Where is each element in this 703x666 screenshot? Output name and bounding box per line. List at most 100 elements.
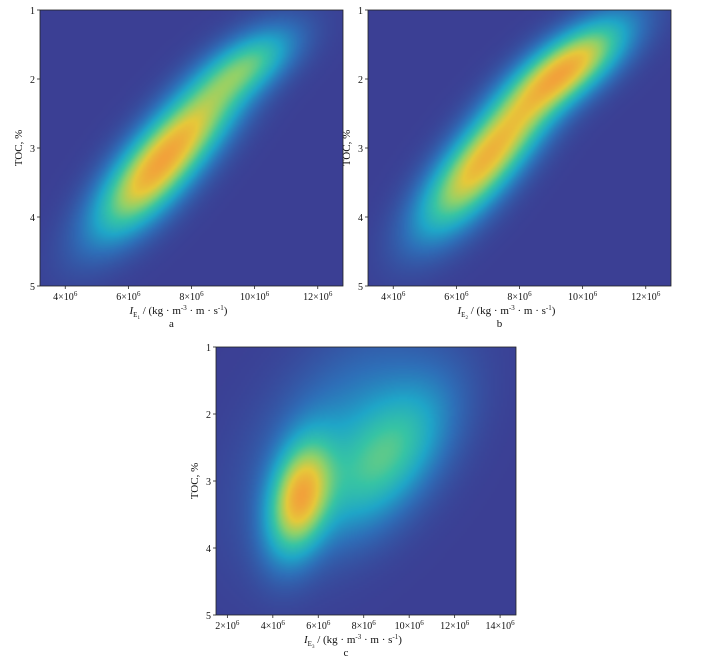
panel-label-c: c	[344, 647, 349, 659]
x-tick-base-a: 10×10	[240, 292, 266, 303]
chart-panel-b: 4×106 6×106 8×106 10×106 12×106 1 2 3 4 5 TOC, % …	[341, 0, 695, 335]
x-tick-exp-c: 6	[511, 619, 515, 627]
x-tick-exp-b: 6	[402, 290, 406, 298]
x-axis-units-mid-a: · m · s	[187, 305, 218, 317]
x-tick-label-a: 8×106	[179, 290, 204, 303]
x-axis-units-mid-c: · m · s	[361, 634, 392, 646]
density-heatmap-c	[216, 347, 516, 615]
x-tick-exp-c: 6	[420, 619, 424, 627]
x-axis-subsub-c: 3	[312, 645, 315, 650]
x-tick-exp-a: 6	[266, 290, 270, 298]
x-tick-exp-b: 6	[594, 290, 598, 298]
x-axis-units-c: / (kg · m	[314, 634, 355, 646]
x-tick-base-c: 14×10	[486, 621, 512, 632]
x-axis-sub-b: E	[461, 311, 465, 319]
x-axis-units-a: / (kg · m	[140, 305, 181, 317]
x-tick-base-a: 12×10	[303, 292, 329, 303]
x-axis-units-mid-b: · m · s	[515, 305, 546, 317]
x-axis-title-c: IE3 / (kg · m-3 · m · s-1)	[303, 633, 402, 650]
panel-label-b: b	[497, 318, 503, 330]
density-heatmap-a	[40, 10, 343, 286]
x-tick-label-c: 6×106	[306, 619, 331, 632]
x-tick-label-c: 10×106	[395, 619, 425, 632]
x-tick-base-a: 4×10	[53, 292, 74, 303]
y-tick-label-a: 5	[30, 282, 35, 293]
x-tick-label-c: 4×106	[261, 619, 286, 632]
x-tick-label-b: 12×106	[631, 290, 661, 303]
x-tick-base-b: 4×10	[381, 292, 402, 303]
chart-c-svg: 2×106 4×106 6×106 8×106 10×106 12×106 14×10612…	[189, 343, 517, 659]
x-tick-label-b: 10×106	[568, 290, 598, 303]
x-tick-label-c: 8×106	[352, 619, 377, 632]
x-tick-base-c: 8×10	[352, 621, 373, 632]
x-axis-var-b: I	[457, 305, 463, 317]
x-axis-subsub-a: 1	[137, 316, 140, 321]
x-tick-label-c: 12×106	[440, 619, 470, 632]
x-axis-subsub-b: 2	[465, 316, 468, 321]
ticks-c: 2×106 4×106 6×106 8×106 10×106 12×106 14×10612…	[206, 343, 515, 632]
x-tick-base-a: 6×10	[116, 292, 137, 303]
x-axis-units-end-b: )	[552, 305, 556, 317]
x-tick-exp-c: 6	[327, 619, 331, 627]
x-tick-exp-c: 6	[372, 619, 376, 627]
y-tick-label-b: 4	[358, 213, 363, 224]
y-tick-label-a: 1	[30, 6, 35, 17]
y-tick-label-a: 2	[30, 75, 35, 86]
y-tick-label-b: 2	[358, 75, 363, 86]
chart-panel-a: 4×106 6×106 8×106 10×106 12×106 1 2 3 4 5 TOC, % …	[0, 0, 350, 335]
x-tick-base-b: 6×10	[444, 292, 465, 303]
x-axis-units-b: / (kg · m	[468, 305, 509, 317]
chart-panel-c: 2×106 4×106 6×106 8×106 10×106 12×106 14×106 1 2…	[175, 335, 525, 666]
x-tick-label-a: 12×106	[303, 290, 333, 303]
x-tick-label-b: 6×106	[444, 290, 469, 303]
x-axis-units-end-c: )	[398, 634, 402, 646]
x-axis-title-b: IE2 / (kg · m-3 · m · s-1)	[457, 304, 556, 321]
x-axis-units-sup2-c: -1	[392, 633, 398, 641]
x-axis-var-c: I	[303, 634, 309, 646]
x-tick-base-b: 8×10	[507, 292, 528, 303]
y-tick-label-b: 3	[358, 144, 363, 155]
x-tick-base-b: 12×10	[631, 292, 657, 303]
x-tick-base-c: 6×10	[306, 621, 327, 632]
y-tick-label-a: 4	[30, 213, 35, 224]
y-axis-title-b: TOC, %	[341, 130, 353, 166]
x-tick-base-b: 10×10	[568, 292, 594, 303]
x-tick-exp-b: 6	[465, 290, 469, 298]
x-axis-units-sup1-a: -3	[181, 304, 187, 312]
x-tick-label-c: 14×106	[486, 619, 516, 632]
x-tick-base-a: 8×10	[179, 292, 200, 303]
x-axis-units-sup1-b: -3	[509, 304, 515, 312]
x-tick-base-c: 2×10	[215, 621, 236, 632]
y-axis-title-c: TOC, %	[189, 463, 201, 499]
x-tick-base-c: 12×10	[440, 621, 466, 632]
y-tick-label-c: 4	[206, 544, 211, 555]
y-tick-label-a: 3	[30, 144, 35, 155]
x-tick-label-b: 8×106	[507, 290, 532, 303]
x-tick-exp-c: 6	[281, 619, 285, 627]
y-tick-label-c: 5	[206, 611, 211, 622]
x-axis-units-sup1-c: -3	[355, 633, 361, 641]
x-tick-exp-c: 6	[236, 619, 240, 627]
y-tick-label-b: 5	[358, 282, 363, 293]
x-tick-exp-b: 6	[528, 290, 532, 298]
y-axis-title-a: TOC, %	[13, 130, 25, 166]
y-tick-label-c: 2	[206, 410, 211, 421]
plot-area-b	[367, 9, 672, 287]
y-tick-label-b: 1	[358, 6, 363, 17]
x-tick-exp-a: 6	[137, 290, 141, 298]
x-tick-label-c: 2×106	[215, 619, 240, 632]
x-axis-units-sup2-a: -1	[218, 304, 224, 312]
x-tick-exp-a: 6	[74, 290, 78, 298]
x-axis-var-a: I	[129, 305, 135, 317]
x-tick-base-c: 10×10	[395, 621, 421, 632]
x-axis-title-a: IE1 / (kg · m-3 · m · s-1)	[129, 304, 228, 321]
y-tick-label-c: 1	[206, 343, 211, 354]
x-tick-exp-c: 6	[466, 619, 470, 627]
x-tick-label-a: 10×106	[240, 290, 270, 303]
x-tick-exp-b: 6	[657, 290, 661, 298]
x-axis-sub-c: E	[308, 640, 312, 648]
